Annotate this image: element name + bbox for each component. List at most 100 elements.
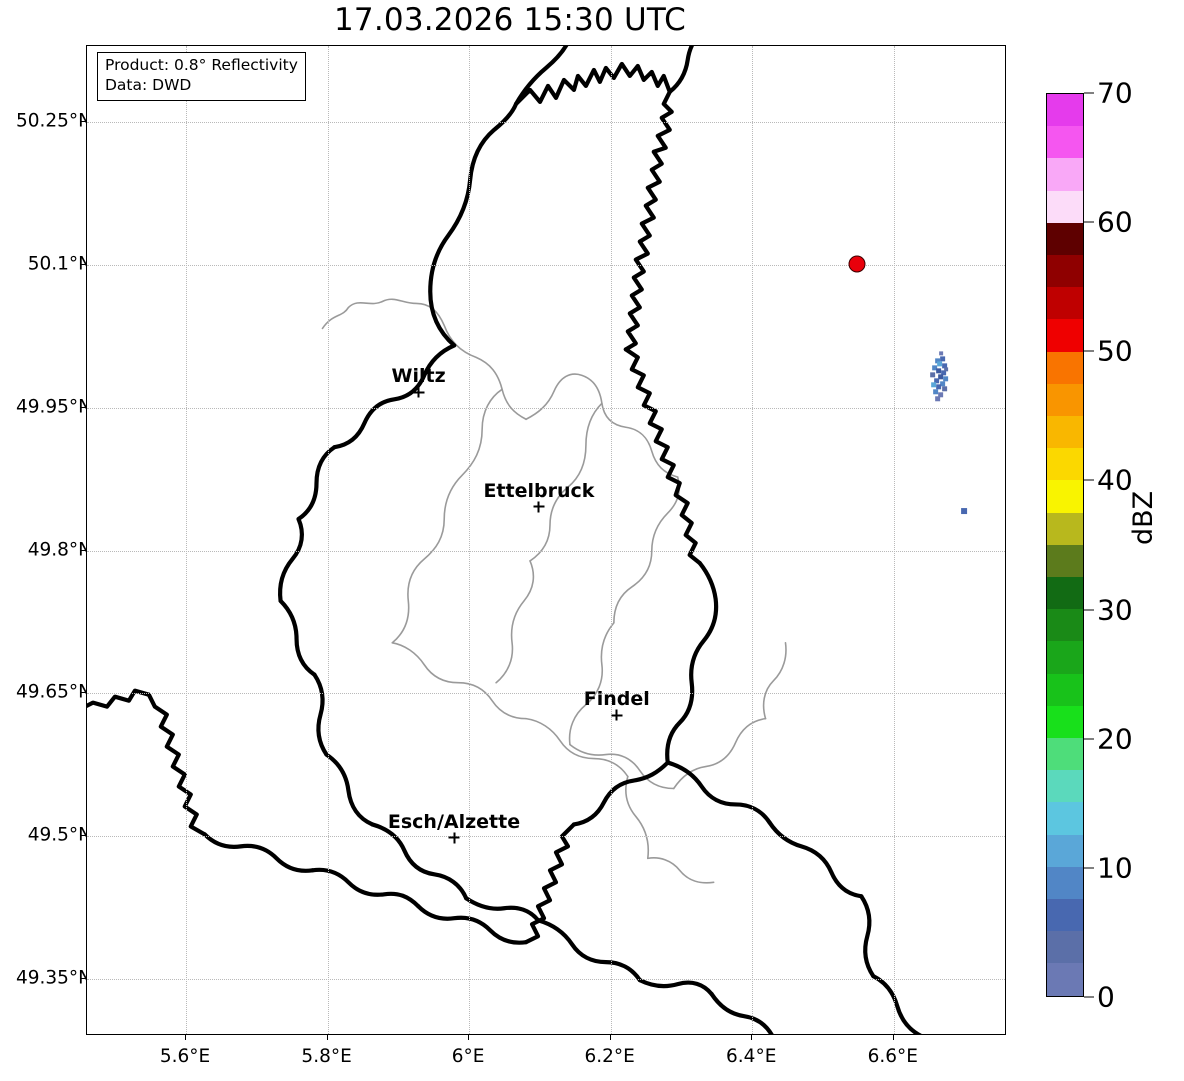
y-tick-label-6: 49.35°N: [15, 967, 92, 989]
radar-map-plot[interactable]: [86, 45, 1006, 1035]
radar-echo-layer: [930, 351, 968, 515]
gridline-lon-4: [752, 46, 754, 1034]
colorbar-segment-12: [1047, 480, 1083, 513]
x-tick-label-5: 6.6°E: [867, 1046, 918, 1067]
x-tick-label-3: 6.2°E: [584, 1046, 635, 1067]
gridline-lon-5: [893, 46, 895, 1034]
city-marker-ettelbruck: [533, 501, 545, 513]
colorbar-tick-label-3: 40: [1097, 463, 1133, 497]
colorbar-segment-8: [1047, 351, 1083, 384]
y-tick-label-5: 49.5°N: [27, 824, 92, 846]
colorbar-segment-20: [1047, 738, 1083, 771]
x-tick-mark-4: [751, 1035, 753, 1040]
colorbar-segment-14: [1047, 544, 1083, 578]
gridline-lat-5: [87, 836, 1005, 838]
radar-echo-cell-south: [961, 508, 968, 515]
colorbar-segment-10: [1047, 416, 1083, 449]
colorbar-tick-label-6: 10: [1097, 851, 1133, 885]
colorbar-tick-label-5: 20: [1097, 722, 1133, 756]
y-tick-label-0: 50.25°N: [15, 110, 92, 132]
colorbar-segment-4: [1047, 222, 1083, 256]
map-clip: [87, 46, 1005, 1034]
colorbar-tick-label-4: 30: [1097, 593, 1133, 627]
colorbar-tick-0: [1084, 92, 1094, 94]
colorbar-tick-label-1: 60: [1097, 205, 1133, 239]
gridline-lon-0: [186, 46, 188, 1034]
colorbar-segment-25: [1047, 899, 1083, 932]
city-label-wiltz: Wiltz: [391, 365, 446, 388]
colorbar-segment-0: [1047, 94, 1083, 127]
colorbar-tick-label-7: 0: [1097, 980, 1115, 1014]
x-tick-mark-2: [468, 1035, 470, 1040]
colorbar-tick-label-2: 50: [1097, 334, 1133, 368]
x-tick-label-1: 5.8°E: [301, 1046, 352, 1067]
gridline-lat-2: [87, 407, 1005, 409]
y-tick-mark-1: [81, 263, 86, 265]
colorbar-segment-19: [1047, 705, 1083, 739]
colorbar-segment-23: [1047, 834, 1083, 867]
colorbar-segment-24: [1047, 866, 1083, 900]
y-tick-label-3: 49.8°N: [27, 539, 92, 561]
x-tick-mark-1: [326, 1035, 328, 1040]
gridline-lon-3: [610, 46, 612, 1034]
y-tick-mark-3: [81, 549, 86, 551]
y-tick-mark-0: [81, 121, 86, 123]
colorbar-tick-2: [1084, 350, 1094, 352]
colorbar-segment-22: [1047, 802, 1083, 835]
x-tick-mark-3: [609, 1035, 611, 1040]
colorbar-segment-2: [1047, 158, 1083, 191]
gridline-lon-1: [327, 46, 329, 1034]
colorbar-segment-26: [1047, 931, 1083, 964]
city-marker-findel: [611, 709, 623, 721]
colorbar-segment-17: [1047, 641, 1083, 674]
colorbar-tick-5: [1084, 738, 1094, 740]
y-tick-mark-4: [81, 692, 86, 694]
gridline-lat-6: [87, 978, 1005, 980]
info-data-line: Data: DWD: [105, 75, 192, 94]
colorbar-tick-3: [1084, 479, 1094, 481]
city-marker-esch-alzette: [448, 832, 460, 844]
radar-site-marker[interactable]: [848, 255, 866, 273]
x-tick-label-0: 5.6°E: [159, 1046, 211, 1067]
x-tick-label-2: 6°E: [451, 1046, 485, 1067]
colorbar-segment-15: [1047, 577, 1083, 610]
colorbar-segment-21: [1047, 770, 1083, 803]
colorbar-unit-label: dBZ: [1128, 490, 1159, 545]
radar-echo-cluster-north: [930, 351, 949, 402]
colorbar-tick-label-0: 70: [1097, 76, 1133, 110]
city-label-findel: Findel: [583, 688, 650, 711]
colorbar-segment-13: [1047, 512, 1083, 545]
y-tick-mark-5: [81, 835, 86, 837]
colorbar-segment-1: [1047, 126, 1083, 159]
colorbar-segment-27: [1047, 963, 1083, 996]
colorbar-segment-7: [1047, 319, 1083, 352]
colorbar-segment-11: [1047, 448, 1083, 481]
colorbar-segment-9: [1047, 383, 1083, 417]
info-box: Product: 0.8° Reflectivity Data: DWD: [97, 52, 306, 101]
page-title: 17.03.2026 15:30 UTC: [334, 2, 686, 38]
x-tick-mark-0: [185, 1035, 187, 1040]
colorbar[interactable]: [1046, 93, 1084, 997]
gridline-lat-3: [87, 550, 1005, 552]
gridline-lat-0: [87, 122, 1005, 124]
city-label-ettelbruck: Ettelbruck: [483, 479, 595, 502]
y-tick-label-4: 49.65°N: [15, 681, 92, 703]
x-tick-label-4: 6.4°E: [726, 1046, 777, 1067]
colorbar-segment-6: [1047, 287, 1083, 320]
gridline-lat-4: [87, 693, 1005, 695]
y-tick-mark-6: [81, 977, 86, 979]
neighbour-borders: [87, 46, 922, 1034]
colorbar-tick-4: [1084, 609, 1094, 611]
y-tick-mark-2: [81, 406, 86, 408]
info-product-line: Product: 0.8° Reflectivity: [105, 56, 298, 74]
colorbar-segment-3: [1047, 190, 1083, 223]
colorbar-segment-18: [1047, 673, 1083, 706]
colorbar-tick-7: [1084, 996, 1094, 998]
colorbar-segment-16: [1047, 609, 1083, 642]
colorbar-tick-1: [1084, 221, 1094, 223]
city-marker-wiltz: [413, 386, 425, 398]
map-vector-layer: [87, 46, 968, 1034]
colorbar-tick-6: [1084, 867, 1094, 869]
city-label-esch-alzette: Esch/Alzette: [387, 810, 521, 833]
gridline-lon-2: [469, 46, 471, 1034]
